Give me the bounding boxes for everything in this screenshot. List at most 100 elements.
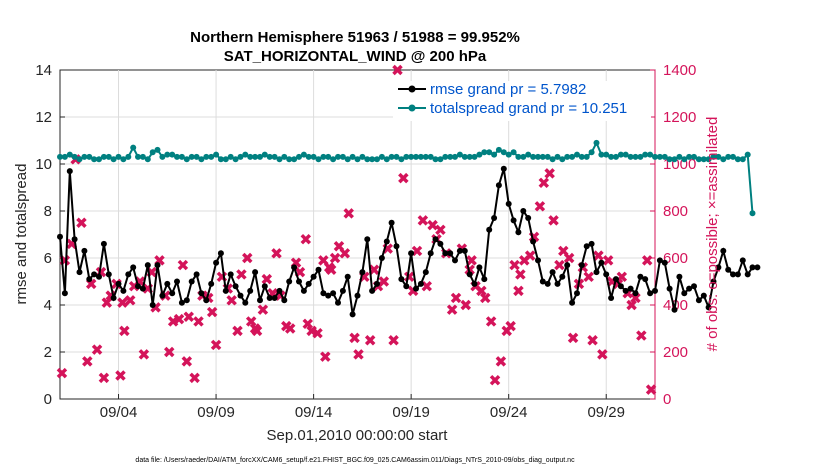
rmse-point	[666, 285, 673, 292]
totalspread-point	[169, 151, 176, 158]
y-right-tick-label: 0	[663, 391, 671, 408]
totalspread-point	[471, 153, 478, 160]
rmse-point	[617, 283, 624, 290]
rmse-point	[222, 287, 229, 294]
totalspread-point	[159, 153, 166, 160]
obs-assimilated-marker	[257, 304, 269, 315]
totalspread-point	[403, 153, 410, 160]
totalspread-point	[681, 156, 688, 163]
rmse-point	[598, 259, 605, 266]
totalspread-point	[500, 149, 507, 156]
obs-assimilated-marker	[119, 325, 130, 337]
totalspread-point	[632, 153, 639, 160]
rmse-point	[178, 299, 185, 306]
obs-marker-stroke	[612, 278, 624, 290]
rmse-point	[217, 250, 224, 257]
rmse-point	[554, 280, 561, 287]
y-left-tick-label: 4	[44, 297, 52, 314]
totalspread-point	[749, 210, 756, 217]
legend-marker-rmse	[408, 85, 416, 93]
obs-marker-stroke	[119, 325, 130, 337]
rmse-point	[583, 243, 590, 250]
rmse-point	[174, 278, 180, 285]
obs-assimilated-marker	[544, 168, 555, 179]
rmse-point	[705, 304, 712, 311]
totalspread-point	[583, 153, 590, 160]
obs-marker-stroke	[368, 264, 380, 275]
totalspread-point	[452, 153, 458, 160]
rmse-point	[622, 287, 629, 294]
obs-assimilated-marker	[567, 332, 579, 344]
rmse-point	[349, 311, 356, 318]
obs-marker-stroke	[325, 264, 337, 275]
obs-assimilated-marker	[76, 217, 87, 228]
x-tick-label: 09/24	[490, 404, 528, 421]
totalspread-point	[637, 153, 644, 160]
obs-marker-stroke	[495, 356, 507, 367]
totalspread-point	[603, 151, 610, 158]
totalspread-point	[71, 153, 78, 160]
footer-data-file: data file: /Users/raeder/DAI/ATM_forcXX/…	[135, 457, 575, 464]
totalspread-point	[344, 156, 351, 163]
obs-marker-stroke	[435, 224, 446, 236]
totalspread-point	[588, 149, 595, 156]
obs-assimilated-marker	[325, 264, 337, 275]
obs-marker-stroke	[505, 320, 516, 332]
rmse-point	[681, 290, 688, 297]
obs-assimilated-marker	[284, 323, 296, 334]
y-left-tick-label: 10	[35, 156, 52, 173]
totalspread-point	[652, 153, 658, 160]
totalspread-point	[149, 149, 156, 156]
obs-assimilated-marker	[117, 297, 128, 308]
totalspread-point	[120, 156, 127, 163]
obs-assimilated-marker	[312, 327, 323, 339]
totalspread-point	[710, 153, 717, 160]
totalspread-point	[315, 156, 322, 163]
totalspread-point	[115, 153, 122, 160]
totalspread-point	[57, 153, 63, 160]
obs-markers	[56, 64, 657, 395]
obs-marker-stroke	[261, 273, 273, 285]
legend-label-rmse: rmse grand pr = 5.7982	[430, 81, 586, 98]
totalspread-point	[339, 153, 346, 160]
obs-marker-stroke	[251, 325, 263, 337]
totalspread-point	[476, 151, 483, 158]
rmse-point	[613, 276, 619, 283]
rmse-point	[515, 229, 522, 236]
obs-assimilated-marker	[210, 339, 222, 351]
y-left-tick-label: 2	[44, 344, 52, 361]
rmse-point	[588, 240, 595, 247]
obs-marker-stroke	[616, 271, 628, 283]
totalspread-point	[144, 156, 151, 163]
obs-marker-stroke	[515, 269, 526, 280]
rmse-point	[393, 243, 400, 250]
totalspread-point	[276, 156, 283, 163]
rmse-point	[710, 278, 717, 285]
totalspread-point	[554, 153, 561, 160]
obs-assimilated-marker	[320, 351, 331, 362]
obs-marker-stroke	[232, 325, 243, 337]
obs-marker-stroke	[466, 255, 477, 266]
obs-assimilated-marker	[411, 245, 423, 257]
rmse-point	[637, 273, 644, 280]
totalspread-point	[335, 153, 341, 160]
obs-assimilated-marker	[513, 285, 524, 297]
obs-marker-stroke	[630, 292, 641, 304]
totalspread-point	[198, 156, 205, 163]
obs-assimilated-marker	[177, 259, 189, 271]
plot-area	[59, 69, 656, 400]
rmse-point	[237, 292, 244, 299]
rmse-point	[203, 297, 210, 304]
obs-marker-stroke	[226, 295, 237, 306]
obs-assimilated-marker	[417, 215, 429, 226]
totalspread-point	[217, 156, 224, 163]
rmse-point	[276, 287, 283, 294]
obs-marker-stroke	[271, 248, 282, 259]
totalspread-point	[432, 156, 439, 163]
y-right-tick-label: 800	[663, 203, 688, 220]
totalspread-point	[525, 151, 532, 158]
obs-assimilated-marker	[626, 299, 637, 311]
rmse-point	[339, 287, 346, 294]
obs-marker-stroke	[98, 372, 110, 384]
obs-marker-stroke	[167, 316, 179, 327]
